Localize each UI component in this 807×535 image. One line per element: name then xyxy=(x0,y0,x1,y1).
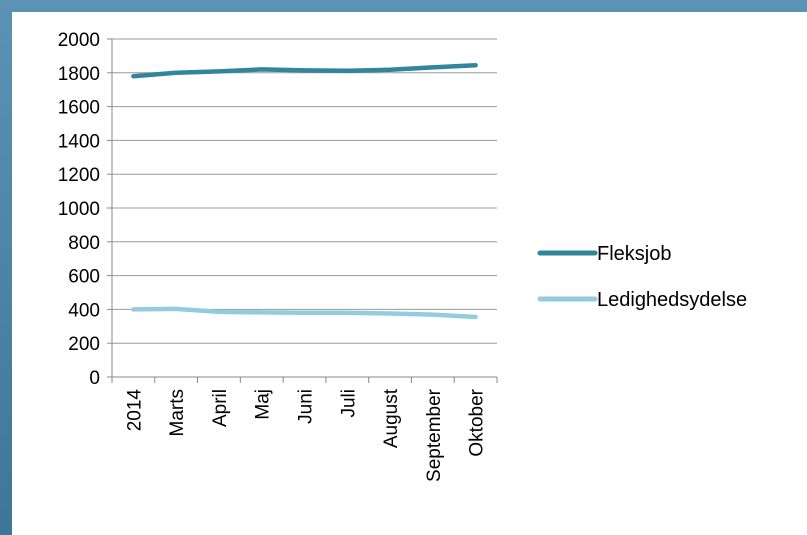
y-tick-label: 1000 xyxy=(58,199,100,220)
x-tick-labels: 2014 Marts April Maj Juni Juli August September… xyxy=(124,388,487,482)
x-tick-label: Maj xyxy=(253,389,274,420)
legend-label: Fleksjob xyxy=(597,243,671,265)
gridlines xyxy=(112,38,497,344)
axes xyxy=(107,38,498,383)
y-tick-label: 1200 xyxy=(58,165,100,186)
legend-label: Ledighedsydelse xyxy=(597,289,747,311)
y-tick-label: 200 xyxy=(68,334,100,355)
y-tick-label: 1400 xyxy=(58,131,100,152)
series-line-ledighedsydelse xyxy=(131,306,478,320)
y-tick-labels: 0 200 400 600 800 1000 1200 1400 1600 1800 2000 xyxy=(58,30,100,389)
y-tick-label: 600 xyxy=(68,267,100,288)
x-tick-label: Oktober xyxy=(467,388,488,456)
series-line-fleksjob xyxy=(131,62,478,79)
y-tick-label: 2000 xyxy=(58,30,100,51)
x-tick-label: Juni xyxy=(296,389,317,424)
x-tick-label: August xyxy=(381,388,402,448)
x-tick-label: Juli xyxy=(338,389,359,418)
x-tick-label: September xyxy=(424,388,445,482)
y-tick-label: 1800 xyxy=(58,64,100,85)
legend: Fleksjob Ledighedsydelse xyxy=(537,243,747,311)
chart-panel xyxy=(12,12,807,535)
y-tick-label: 800 xyxy=(68,233,100,254)
x-tick-label: Marts xyxy=(167,389,188,437)
series-lines xyxy=(131,62,478,320)
x-tick-label: 2014 xyxy=(124,389,145,432)
y-tick-label: 1600 xyxy=(58,98,100,119)
x-tick-label: April xyxy=(210,389,231,427)
y-tick-label: 0 xyxy=(89,368,100,389)
y-tick-label: 400 xyxy=(68,300,100,321)
